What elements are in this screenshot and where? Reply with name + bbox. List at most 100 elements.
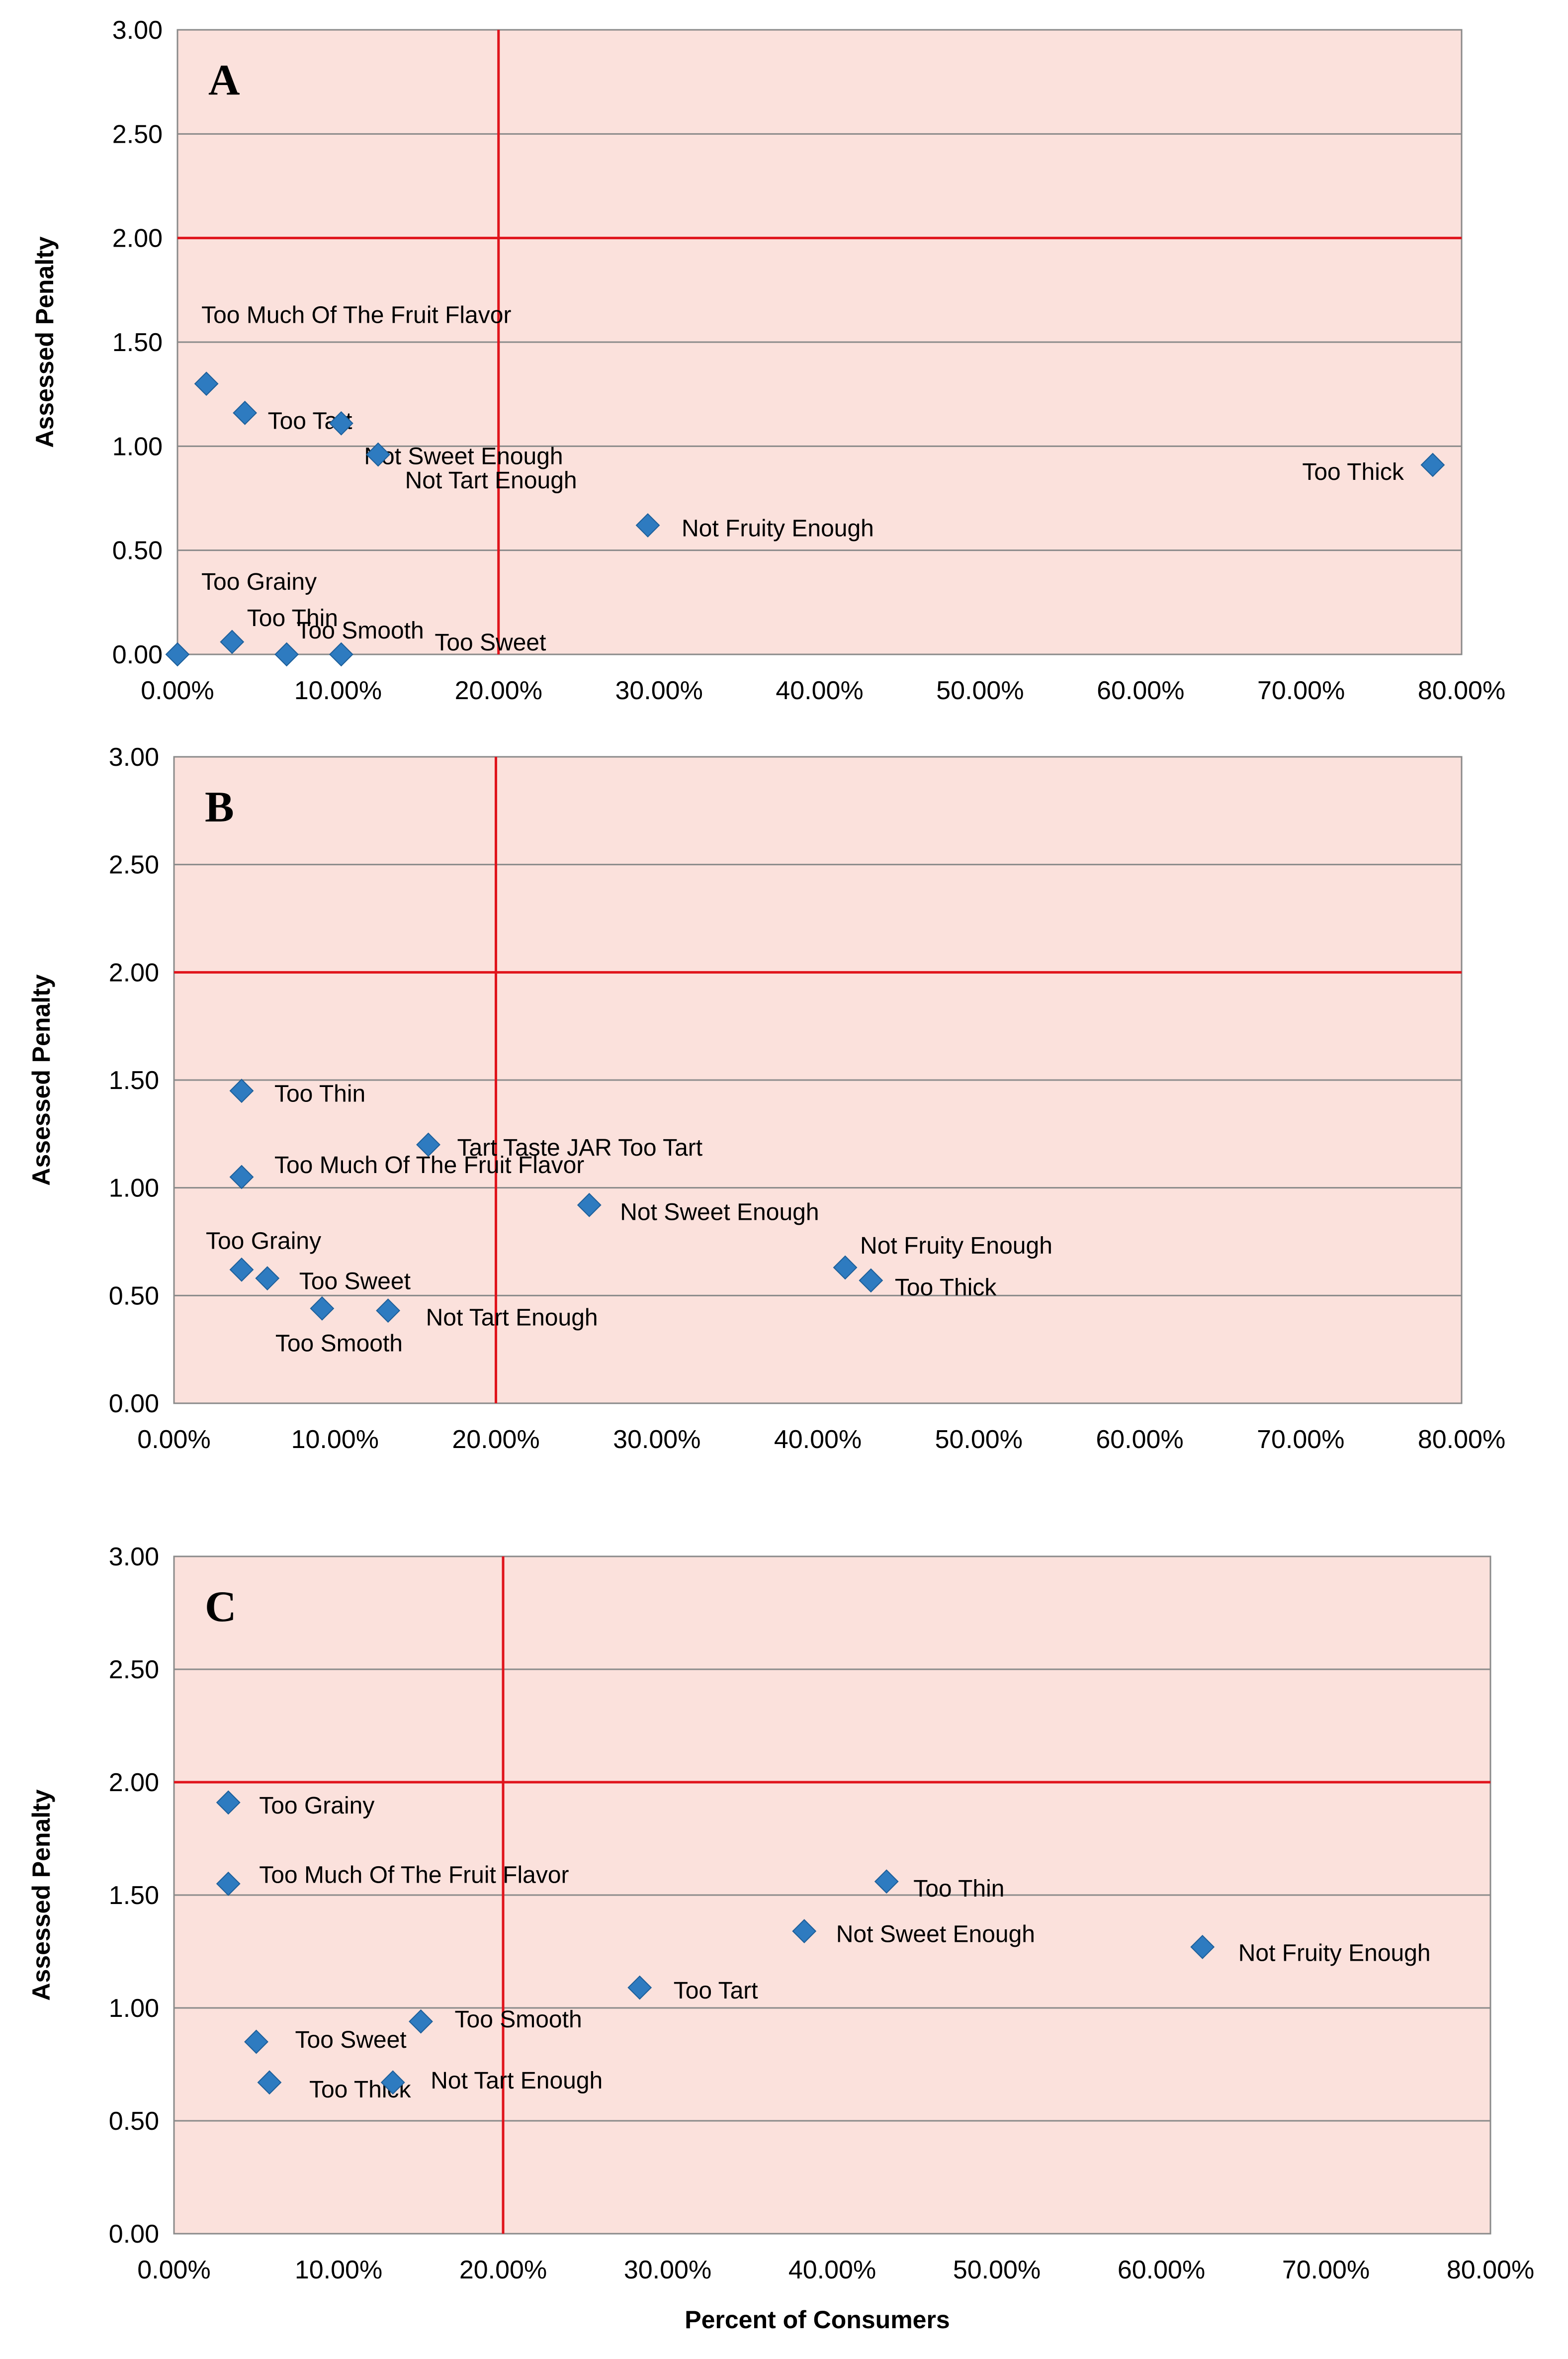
chart-a-y-tick-label: 2.00 bbox=[112, 224, 163, 253]
chart-c-point-label: Too Thin bbox=[913, 1876, 1004, 1902]
chart-c-point-label: Not Fruity Enough bbox=[1238, 1940, 1431, 1966]
chart-c-x-tick-label: 0.00% bbox=[137, 2256, 210, 2284]
chart-c-x-tick-label: 20.00% bbox=[459, 2256, 547, 2284]
chart-b-point-too-smooth bbox=[310, 1296, 335, 1321]
chart-c-point-label: Too Much Of The Fruit Flavor bbox=[259, 1862, 569, 1888]
chart-c-y-tick-label: 2.00 bbox=[109, 1768, 159, 1797]
chart-b-point-tart-taste-jar-too-tart bbox=[416, 1132, 440, 1157]
chart-b-x-tick-label: 20.00% bbox=[452, 1425, 539, 1454]
chart-a-point-label: Too Much Of The Fruit Flavor bbox=[201, 302, 511, 329]
charts-layer: 0.00 0.50 1.00 1.50 2.00 2.50 3.00 0.00% 10.00% 2… bbox=[27, 16, 1534, 2284]
chart-a-point-label: Not Tart Enough bbox=[405, 467, 577, 494]
chart-c-point-too-grainy bbox=[216, 1790, 241, 1815]
chart-b-point-too-thick bbox=[859, 1268, 883, 1293]
chart-a-y-tick-label: 1.50 bbox=[112, 328, 163, 357]
chart-a-point-label: Too Thick bbox=[1302, 459, 1404, 485]
chart-c-point-too-tart bbox=[627, 1975, 652, 2000]
chart-c-y-axis-title: Assessed Penalty bbox=[27, 1789, 55, 2000]
chart-b-point-label: Not Tart Enough bbox=[426, 1305, 598, 1331]
chart-b-y-tick-label: 2.00 bbox=[109, 958, 159, 987]
chart-a-point-label: Not Fruity Enough bbox=[682, 515, 874, 542]
chart-a-point-not-sweet-enough bbox=[329, 411, 353, 436]
chart-c-point-too-sweet bbox=[244, 2029, 268, 2054]
chart-a-x-tick-label: 20.00% bbox=[455, 676, 542, 705]
chart-c-x-tick-label: 70.00% bbox=[1282, 2256, 1370, 2284]
chart-c-point-label: Not Tart Enough bbox=[431, 2068, 603, 2094]
chart-c-x-tick-label: 30.00% bbox=[624, 2256, 711, 2284]
chart-c-point-label: Too Grainy bbox=[259, 1793, 374, 1819]
chart-b-point-too-sweet bbox=[255, 1266, 280, 1291]
chart-a-point-too-thin bbox=[220, 630, 245, 654]
chart-a-x-tick-label: 50.00% bbox=[936, 676, 1024, 705]
chart-c-y-tick-label: 0.00 bbox=[109, 2220, 159, 2249]
chart-b-x-tick-label: 0.00% bbox=[137, 1425, 210, 1454]
chart-a-y-tick-label: 0.00 bbox=[112, 640, 163, 669]
chart-c-x-tick-label: 80.00% bbox=[1447, 2256, 1534, 2284]
chart-c-y-tick-label: 1.50 bbox=[109, 1881, 159, 1910]
chart-c-x-tick-label: 40.00% bbox=[788, 2256, 876, 2284]
chart-c-y-tick-label: 2.50 bbox=[109, 1655, 159, 1684]
chart-c-point-too-thick bbox=[257, 2070, 282, 2095]
chart-a-point-too-thick bbox=[1420, 453, 1445, 477]
chart-b-point-label: Too Thick bbox=[895, 1274, 997, 1301]
chart-c-point-too-much-of-the-fruit-flavor bbox=[216, 1871, 241, 1896]
chart-b-y-axis-title: Assessed Penalty bbox=[27, 974, 55, 1185]
chart-a-y-tick-label: 3.00 bbox=[112, 16, 163, 45]
chart-c-y-tick-label: 1.00 bbox=[109, 1994, 159, 2023]
chart-b-point-too-much-of-the-fruit-flavor bbox=[229, 1165, 254, 1189]
chart-c-x-tick-label: 60.00% bbox=[1118, 2256, 1205, 2284]
chart-b-y-tick-label: 3.00 bbox=[109, 743, 159, 772]
chart-a-y-tick-label: 1.00 bbox=[112, 432, 163, 461]
chart-a-point-not-fruity-enough bbox=[635, 513, 660, 538]
chart-a-x-tick-label: 70.00% bbox=[1257, 676, 1345, 705]
chart-b-point-not-tart-enough bbox=[376, 1298, 401, 1323]
chart-a-y-axis-title: Assessed Penalty bbox=[31, 236, 59, 448]
chart-c-panel-letter: C bbox=[205, 1583, 237, 1631]
chart-b-x-tick-label: 50.00% bbox=[935, 1425, 1023, 1454]
chart-c-point-too-thin bbox=[874, 1869, 899, 1894]
chart-a-point-too-much-of-the-fruit-flavor bbox=[194, 371, 219, 396]
chart-c-point-too-smooth bbox=[409, 2009, 433, 2034]
chart-b-point-too-thin bbox=[229, 1079, 254, 1103]
chart-c-point-not-tart-enough bbox=[380, 2070, 405, 2095]
chart-a-point-label: Too Sweet bbox=[435, 630, 546, 656]
chart-c-x-tick-label: 50.00% bbox=[953, 2256, 1041, 2284]
chart-a-y-tick-label: 0.50 bbox=[112, 537, 163, 565]
chart-b-x-tick-label: 70.00% bbox=[1257, 1425, 1344, 1454]
chart-c-point-label: Too Sweet bbox=[295, 2027, 407, 2053]
chart-b-point-not-sweet-enough bbox=[577, 1192, 602, 1217]
chart-b-y-tick-label: 0.00 bbox=[109, 1389, 159, 1418]
chart-c-point-not-fruity-enough bbox=[1190, 1935, 1215, 1959]
chart-b-x-tick-label: 60.00% bbox=[1096, 1425, 1183, 1454]
chart-c-x-tick-label: 10.00% bbox=[295, 2256, 382, 2284]
chart-a-point-not-tart-enough bbox=[366, 442, 391, 467]
chart-b-point-not-fruity-enough bbox=[833, 1255, 858, 1280]
chart-b-point-label: Too Grainy bbox=[206, 1228, 321, 1254]
chart-c-y-tick-label: 3.00 bbox=[109, 1542, 159, 1571]
x-axis-title: Percent of Consumers bbox=[685, 2306, 950, 2334]
chart-b-point-label: Not Sweet Enough bbox=[620, 1199, 819, 1225]
chart-a-point-label: Not Sweet Enough bbox=[364, 443, 563, 469]
chart-c-point-label: Too Smooth bbox=[455, 2006, 582, 2033]
chart-b-x-tick-label: 80.00% bbox=[1418, 1425, 1505, 1454]
chart-b-y-tick-label: 2.50 bbox=[109, 851, 159, 880]
chart-a-point-label: Too Grainy bbox=[201, 569, 317, 595]
chart-a: 0.00 0.50 1.00 1.50 2.00 2.50 3.00 0.00% 10.00% 2… bbox=[31, 16, 1505, 705]
chart-c-point-label: Not Sweet Enough bbox=[836, 1921, 1035, 1948]
chart-b-point-label: Too Sweet bbox=[299, 1269, 411, 1295]
chart-b-point-label: Tart Taste JAR Too Tart bbox=[457, 1135, 703, 1161]
chart-a-x-tick-label: 30.00% bbox=[615, 676, 702, 705]
chart-c: 0.00 0.50 1.00 1.50 2.00 2.50 3.00 0.00% 10.00% 2… bbox=[27, 1542, 1534, 2284]
chart-b-x-tick-label: 10.00% bbox=[291, 1425, 379, 1454]
chart-b-y-tick-label: 0.50 bbox=[109, 1281, 159, 1310]
chart-a-x-tick-label: 10.00% bbox=[294, 676, 382, 705]
chart-b: 0.00 0.50 1.00 1.50 2.00 2.50 3.00 0.00% 10.00% 2… bbox=[27, 743, 1505, 1454]
chart-c-point-label: Too Tart bbox=[674, 1978, 758, 2004]
chart-b-panel-letter: B bbox=[205, 783, 234, 831]
chart-b-point-label: Too Smooth bbox=[275, 1330, 403, 1357]
chart-a-x-tick-label: 0.00% bbox=[141, 676, 214, 705]
chart-b-point-label: Too Thin bbox=[274, 1081, 365, 1107]
chart-a-point-label: Too Thin bbox=[247, 605, 338, 632]
chart-c-point-not-sweet-enough bbox=[792, 1919, 817, 1944]
